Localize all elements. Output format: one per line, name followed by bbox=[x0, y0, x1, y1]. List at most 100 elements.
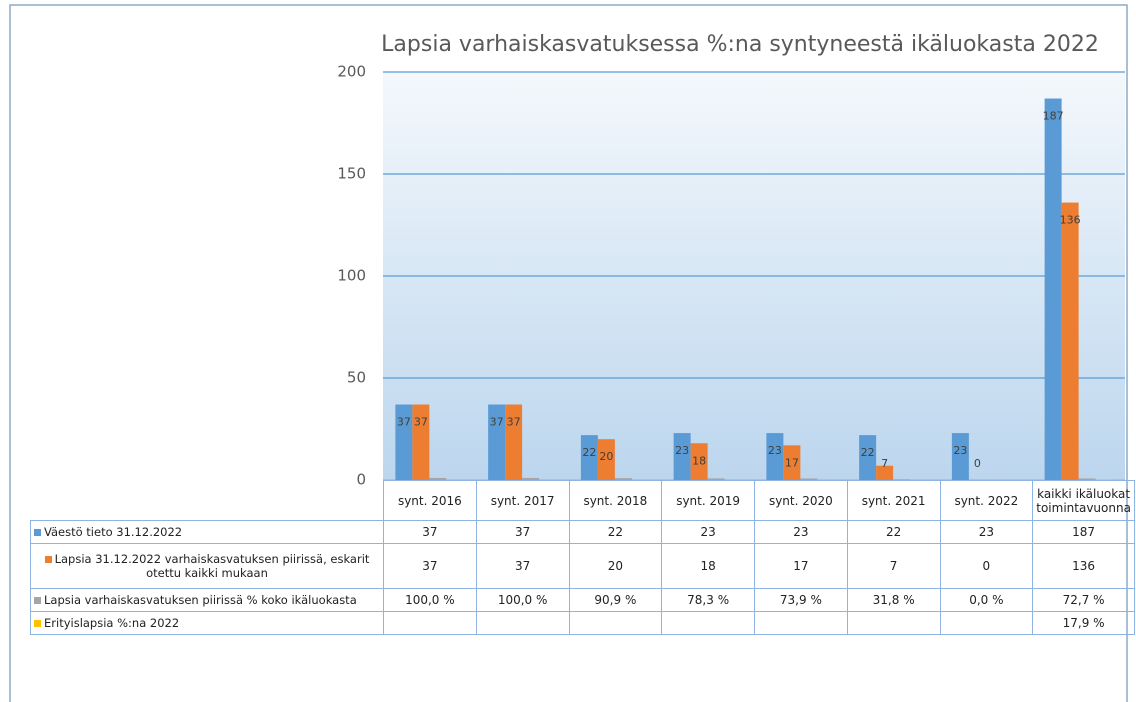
value-cell: 0 bbox=[939, 543, 1034, 589]
value-cell bbox=[568, 611, 663, 635]
bar bbox=[505, 404, 523, 480]
data-label: 23 bbox=[953, 444, 967, 457]
value-cell: 72,7 % bbox=[1032, 588, 1135, 612]
value-cell bbox=[846, 611, 941, 635]
category-cell: synt. 2016 bbox=[383, 480, 477, 521]
bar bbox=[783, 445, 801, 480]
y-tick-label: 50 bbox=[347, 369, 366, 387]
value-cell: 90,9 % bbox=[568, 588, 663, 612]
data-label: 136 bbox=[1060, 214, 1081, 227]
category-cell: synt. 2021 bbox=[846, 480, 941, 521]
legend-key bbox=[34, 597, 41, 604]
legend-key bbox=[34, 529, 41, 536]
series-row: Lapsia varhaiskasvatuksen piirissä % kok… bbox=[30, 588, 1135, 612]
value-cell: 37 bbox=[383, 543, 477, 589]
data-label: 20 bbox=[599, 450, 613, 463]
data-label: 18 bbox=[692, 454, 706, 467]
value-cell: 136 bbox=[1032, 543, 1135, 589]
value-cell: 20 bbox=[568, 543, 663, 589]
bar bbox=[488, 404, 506, 480]
y-tick-label: 200 bbox=[337, 63, 366, 81]
data-label: 23 bbox=[768, 444, 782, 457]
bar bbox=[580, 435, 598, 480]
category-cell: synt. 2019 bbox=[661, 480, 755, 521]
legend-label: Väestö tieto 31.12.2022 bbox=[44, 525, 183, 539]
data-label: 37 bbox=[490, 416, 504, 429]
bar bbox=[876, 465, 894, 480]
value-cell: 100,0 % bbox=[383, 588, 477, 612]
value-cell: 37 bbox=[475, 543, 570, 589]
bar bbox=[859, 435, 877, 480]
bar bbox=[1061, 202, 1079, 480]
bar bbox=[707, 478, 725, 480]
bar bbox=[800, 478, 818, 480]
bar bbox=[614, 478, 632, 480]
data-table: synt. 2016 synt. 2017 synt. 2018 synt. 2019… bbox=[30, 480, 1135, 635]
value-cell bbox=[754, 611, 848, 635]
value-cell: 37 bbox=[383, 520, 477, 544]
legend-key bbox=[34, 620, 41, 627]
y-tick-label: 100 bbox=[337, 267, 366, 285]
bar bbox=[395, 404, 413, 480]
legend-key bbox=[44, 556, 52, 563]
bar bbox=[412, 404, 430, 480]
frame bbox=[9, 4, 1128, 702]
value-cell: 37 bbox=[475, 520, 570, 544]
category-cell: synt. 2020 bbox=[754, 480, 848, 521]
category-cell: synt. 2022 bbox=[939, 480, 1034, 521]
bar bbox=[951, 433, 969, 480]
series-row: Erityislapsia %:na 2022 17,9 % bbox=[30, 611, 1135, 635]
value-cell: 18 bbox=[661, 543, 755, 589]
category-cell: synt. 2017 bbox=[475, 480, 570, 521]
data-label: 22 bbox=[861, 446, 875, 459]
chart-title: Lapsia varhaiskasvatuksessa %:na syntyne… bbox=[381, 32, 1099, 57]
value-cell: 31,8 % bbox=[846, 588, 941, 612]
series-row: Väestö tieto 31.12.2022 37 37 22 23 23 22 23 187 bbox=[30, 520, 1135, 544]
legend-cell: Lapsia 31.12.2022 varhaiskasvatuksen pii… bbox=[30, 543, 384, 589]
legend-label: Erityislapsia %:na 2022 bbox=[44, 616, 180, 630]
legend-cell: Erityislapsia %:na 2022 bbox=[30, 611, 384, 635]
value-cell: 73,9 % bbox=[754, 588, 848, 612]
bar bbox=[673, 433, 691, 480]
header-row: synt. 2016 synt. 2017 synt. 2018 synt. 2019… bbox=[31, 480, 1135, 521]
value-cell bbox=[939, 611, 1034, 635]
legend-cell: Lapsia varhaiskasvatuksen piirissä % kok… bbox=[30, 588, 384, 612]
value-cell: 0,0 % bbox=[939, 588, 1034, 612]
value-cell: 17 bbox=[754, 543, 848, 589]
bar bbox=[690, 443, 708, 480]
value-cell: 17,9 % bbox=[1032, 611, 1135, 635]
value-cell: 23 bbox=[754, 520, 848, 544]
data-label: 23 bbox=[675, 444, 689, 457]
bar bbox=[429, 477, 447, 480]
data-label: 7 bbox=[881, 457, 888, 470]
bar bbox=[766, 433, 784, 480]
value-cell bbox=[475, 611, 570, 635]
bar bbox=[1044, 98, 1062, 481]
value-cell: 187 bbox=[1032, 520, 1135, 544]
value-cell bbox=[383, 611, 477, 635]
category-cell: synt. 2018 bbox=[568, 480, 663, 521]
data-label: 17 bbox=[785, 456, 799, 469]
y-tick-label: 150 bbox=[337, 165, 366, 183]
bar bbox=[597, 439, 615, 480]
value-cell: 23 bbox=[939, 520, 1034, 544]
legend-label: Lapsia 31.12.2022 varhaiskasvatuksen pii… bbox=[54, 552, 370, 580]
value-cell: 22 bbox=[846, 520, 941, 544]
value-cell: 23 bbox=[661, 520, 755, 544]
value-cell: 100,0 % bbox=[475, 588, 570, 612]
bar bbox=[1078, 478, 1096, 480]
data-label: 22 bbox=[582, 446, 596, 459]
value-cell: 7 bbox=[846, 543, 941, 589]
legend-label: Lapsia varhaiskasvatuksen piirissä % kok… bbox=[44, 593, 357, 607]
value-cell: 22 bbox=[568, 520, 663, 544]
value-cell bbox=[661, 611, 755, 635]
y-tick-label: 0 bbox=[356, 471, 366, 489]
value-cell: 78,3 % bbox=[661, 588, 755, 612]
series-row: Lapsia 31.12.2022 varhaiskasvatuksen pii… bbox=[30, 543, 1135, 589]
bar bbox=[893, 479, 911, 480]
data-label: 37 bbox=[397, 416, 411, 429]
category-cell: kaikki ikäluokat toimintavuonna bbox=[1032, 480, 1135, 521]
empty-cell bbox=[31, 481, 384, 521]
